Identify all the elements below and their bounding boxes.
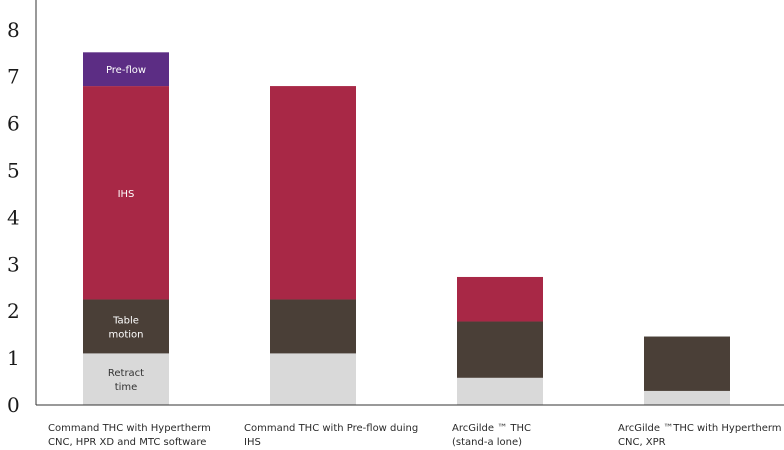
bar-segment-retract-time bbox=[270, 353, 356, 405]
x-category-label: Command THC with Hypertherm CNC, HPR XD a… bbox=[48, 423, 211, 448]
segment-label: IHS bbox=[118, 189, 135, 200]
bar-segment-ihs bbox=[270, 86, 356, 300]
y-tick-label: 8 bbox=[7, 18, 20, 42]
y-tick-label: 2 bbox=[7, 299, 20, 323]
bar-segment-retract-time bbox=[457, 377, 543, 405]
y-tick-label: 4 bbox=[7, 205, 20, 229]
segment-labels-layer: Retract time Table motion IHS Pre-flow bbox=[106, 65, 146, 393]
bar-segment-retract-time bbox=[83, 353, 169, 405]
y-tick-label: 3 bbox=[7, 252, 20, 276]
x-category-label: Command THC with Pre-flow duing IHS bbox=[244, 423, 418, 448]
y-tick-label: 6 bbox=[7, 112, 20, 136]
y-tick-label: 5 bbox=[7, 159, 20, 183]
bar-segment-table-motion bbox=[83, 299, 169, 354]
segment-label: Table motion bbox=[108, 315, 143, 340]
bar-segment-table-motion bbox=[644, 336, 730, 391]
bar-segment-pre-flow bbox=[83, 52, 169, 87]
bar-segment-ihs bbox=[83, 86, 169, 300]
x-category-label: ArcGilde ™ THC (stand-a lone) bbox=[452, 423, 531, 448]
y-tick-label: 7 bbox=[7, 65, 20, 89]
x-category-label: ArcGilde ™THC with Hypertherm CNC, XPR bbox=[618, 423, 782, 448]
bar-segment-ihs bbox=[457, 276, 543, 322]
y-tick-labels: 0 1 2 3 4 5 6 7 8 bbox=[7, 18, 20, 417]
segment-label: Retract time bbox=[108, 368, 144, 393]
y-tick-label: 0 bbox=[7, 393, 20, 417]
bar-segment-table-motion bbox=[270, 299, 356, 354]
bars-layer bbox=[83, 52, 730, 405]
x-category-labels: Command THC with Hypertherm CNC, HPR XD a… bbox=[48, 423, 782, 448]
bar-segment-table-motion bbox=[457, 321, 543, 378]
y-tick-label: 1 bbox=[7, 346, 20, 370]
bar-segment-retract-time bbox=[644, 390, 730, 405]
segment-label: Pre-flow bbox=[106, 65, 146, 76]
